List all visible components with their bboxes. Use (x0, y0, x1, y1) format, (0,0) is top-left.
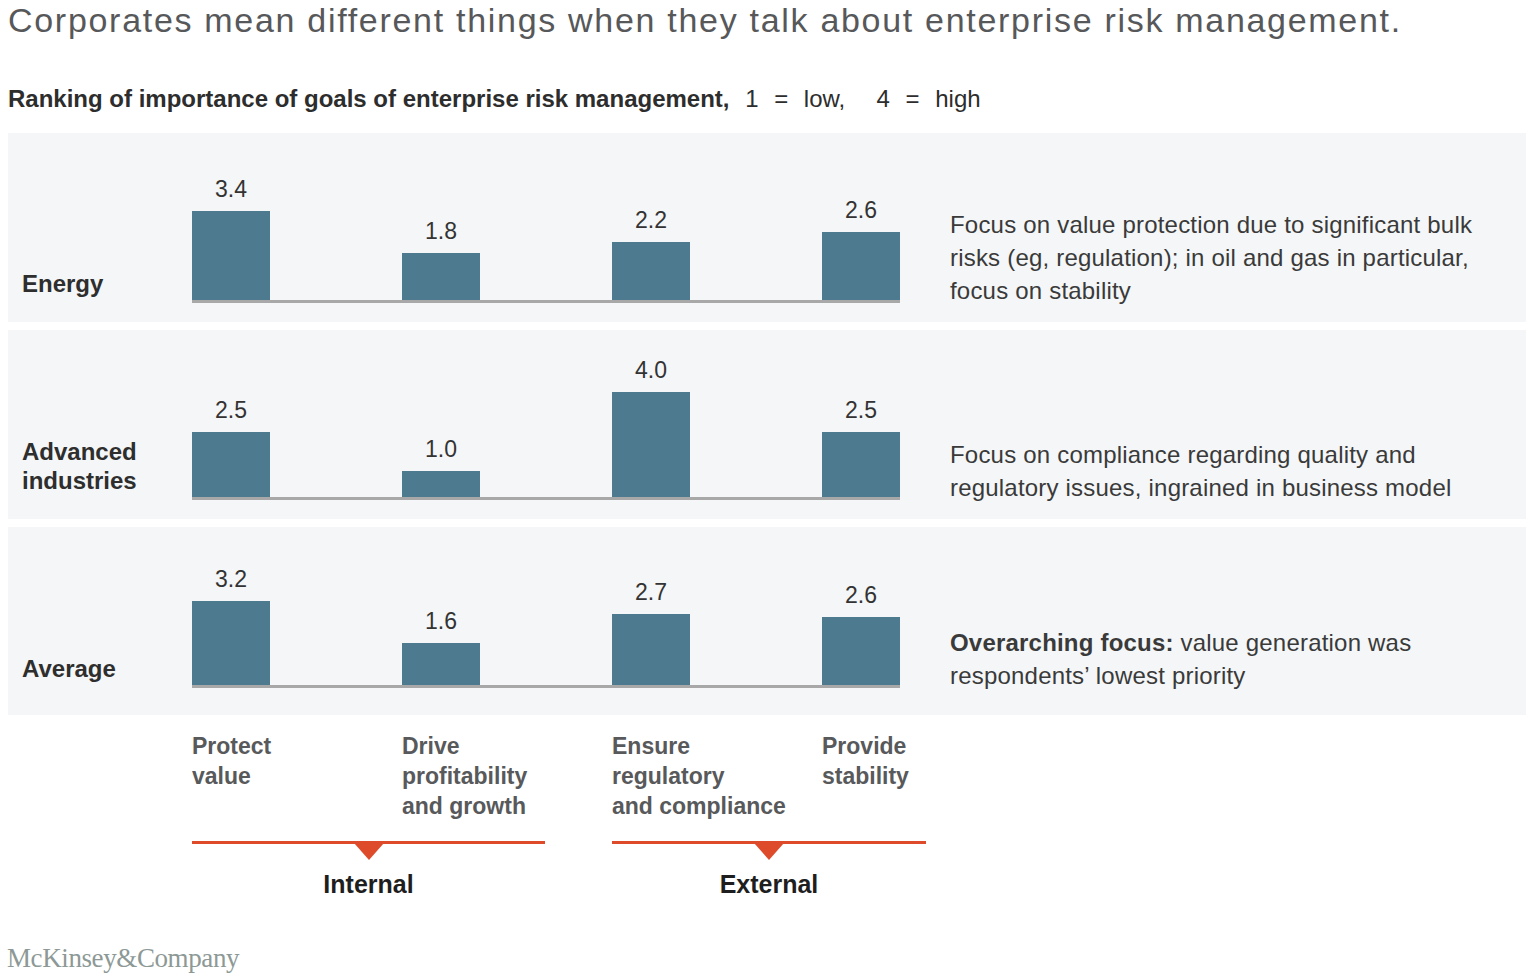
bar (612, 242, 690, 300)
baseline-axis (192, 685, 900, 688)
annotation-text: Focus on value protection due to signifi… (950, 208, 1525, 307)
bar-value-label: 3.2 (191, 565, 271, 593)
bar-value-label: 1.8 (401, 217, 481, 245)
exhibit: Corporates mean different things when th… (0, 0, 1536, 979)
bar-value-label: 1.6 (401, 607, 481, 635)
bar-value-label: 4.0 (611, 356, 691, 384)
annotation-body: Focus on compliance regarding quality an… (950, 441, 1451, 501)
bar-value-label: 2.5 (821, 396, 901, 424)
bar (822, 432, 900, 497)
annotation-text: Overarching focus: value generation was … (950, 626, 1525, 692)
category-label: Provide stability (822, 731, 1062, 791)
bar (192, 601, 270, 685)
bar-value-label: 2.2 (611, 206, 691, 234)
annotation-bold-lead: Overarching focus: (950, 629, 1174, 656)
group-label: External (669, 870, 869, 899)
subtitle-scale-note: 1 = low, 4 = high (730, 85, 981, 112)
exhibit-title: Corporates mean different things when th… (8, 1, 1402, 40)
baseline-axis (192, 497, 900, 500)
exhibit-subtitle: Ranking of importance of goals of enterp… (8, 85, 981, 113)
bar (192, 211, 270, 300)
bar (402, 253, 480, 300)
baseline-axis (192, 300, 900, 303)
bar-value-label: 1.0 (401, 435, 481, 463)
annotation-body: Focus on value protection due to signifi… (950, 211, 1472, 304)
category-label: Drive profitability and growth (402, 731, 642, 821)
group-label: Internal (269, 870, 469, 899)
bar-value-label: 3.4 (191, 175, 271, 203)
bar (192, 432, 270, 497)
mckinsey-logo: McKinsey&Company (7, 943, 239, 974)
bar (402, 471, 480, 497)
annotation-text: Focus on compliance regarding quality an… (950, 438, 1525, 504)
bar-value-label: 2.7 (611, 578, 691, 606)
subtitle-bold-text: Ranking of importance of goals of enterp… (8, 85, 730, 112)
bar (822, 617, 900, 685)
bar (402, 643, 480, 685)
bar (612, 392, 690, 497)
group-bracket-arrow (754, 843, 784, 860)
bar-value-label: 2.6 (821, 196, 901, 224)
bar-value-label: 2.5 (191, 396, 271, 424)
bar (822, 232, 900, 300)
bar (612, 614, 690, 685)
row-label: Energy (22, 269, 103, 298)
group-bracket-arrow (354, 843, 384, 860)
bar-value-label: 2.6 (821, 581, 901, 609)
row-label: Advanced industries (22, 437, 137, 495)
category-label: Ensure regulatory and compliance (612, 731, 852, 821)
category-label: Protect value (192, 731, 432, 791)
row-label: Average (22, 654, 116, 683)
